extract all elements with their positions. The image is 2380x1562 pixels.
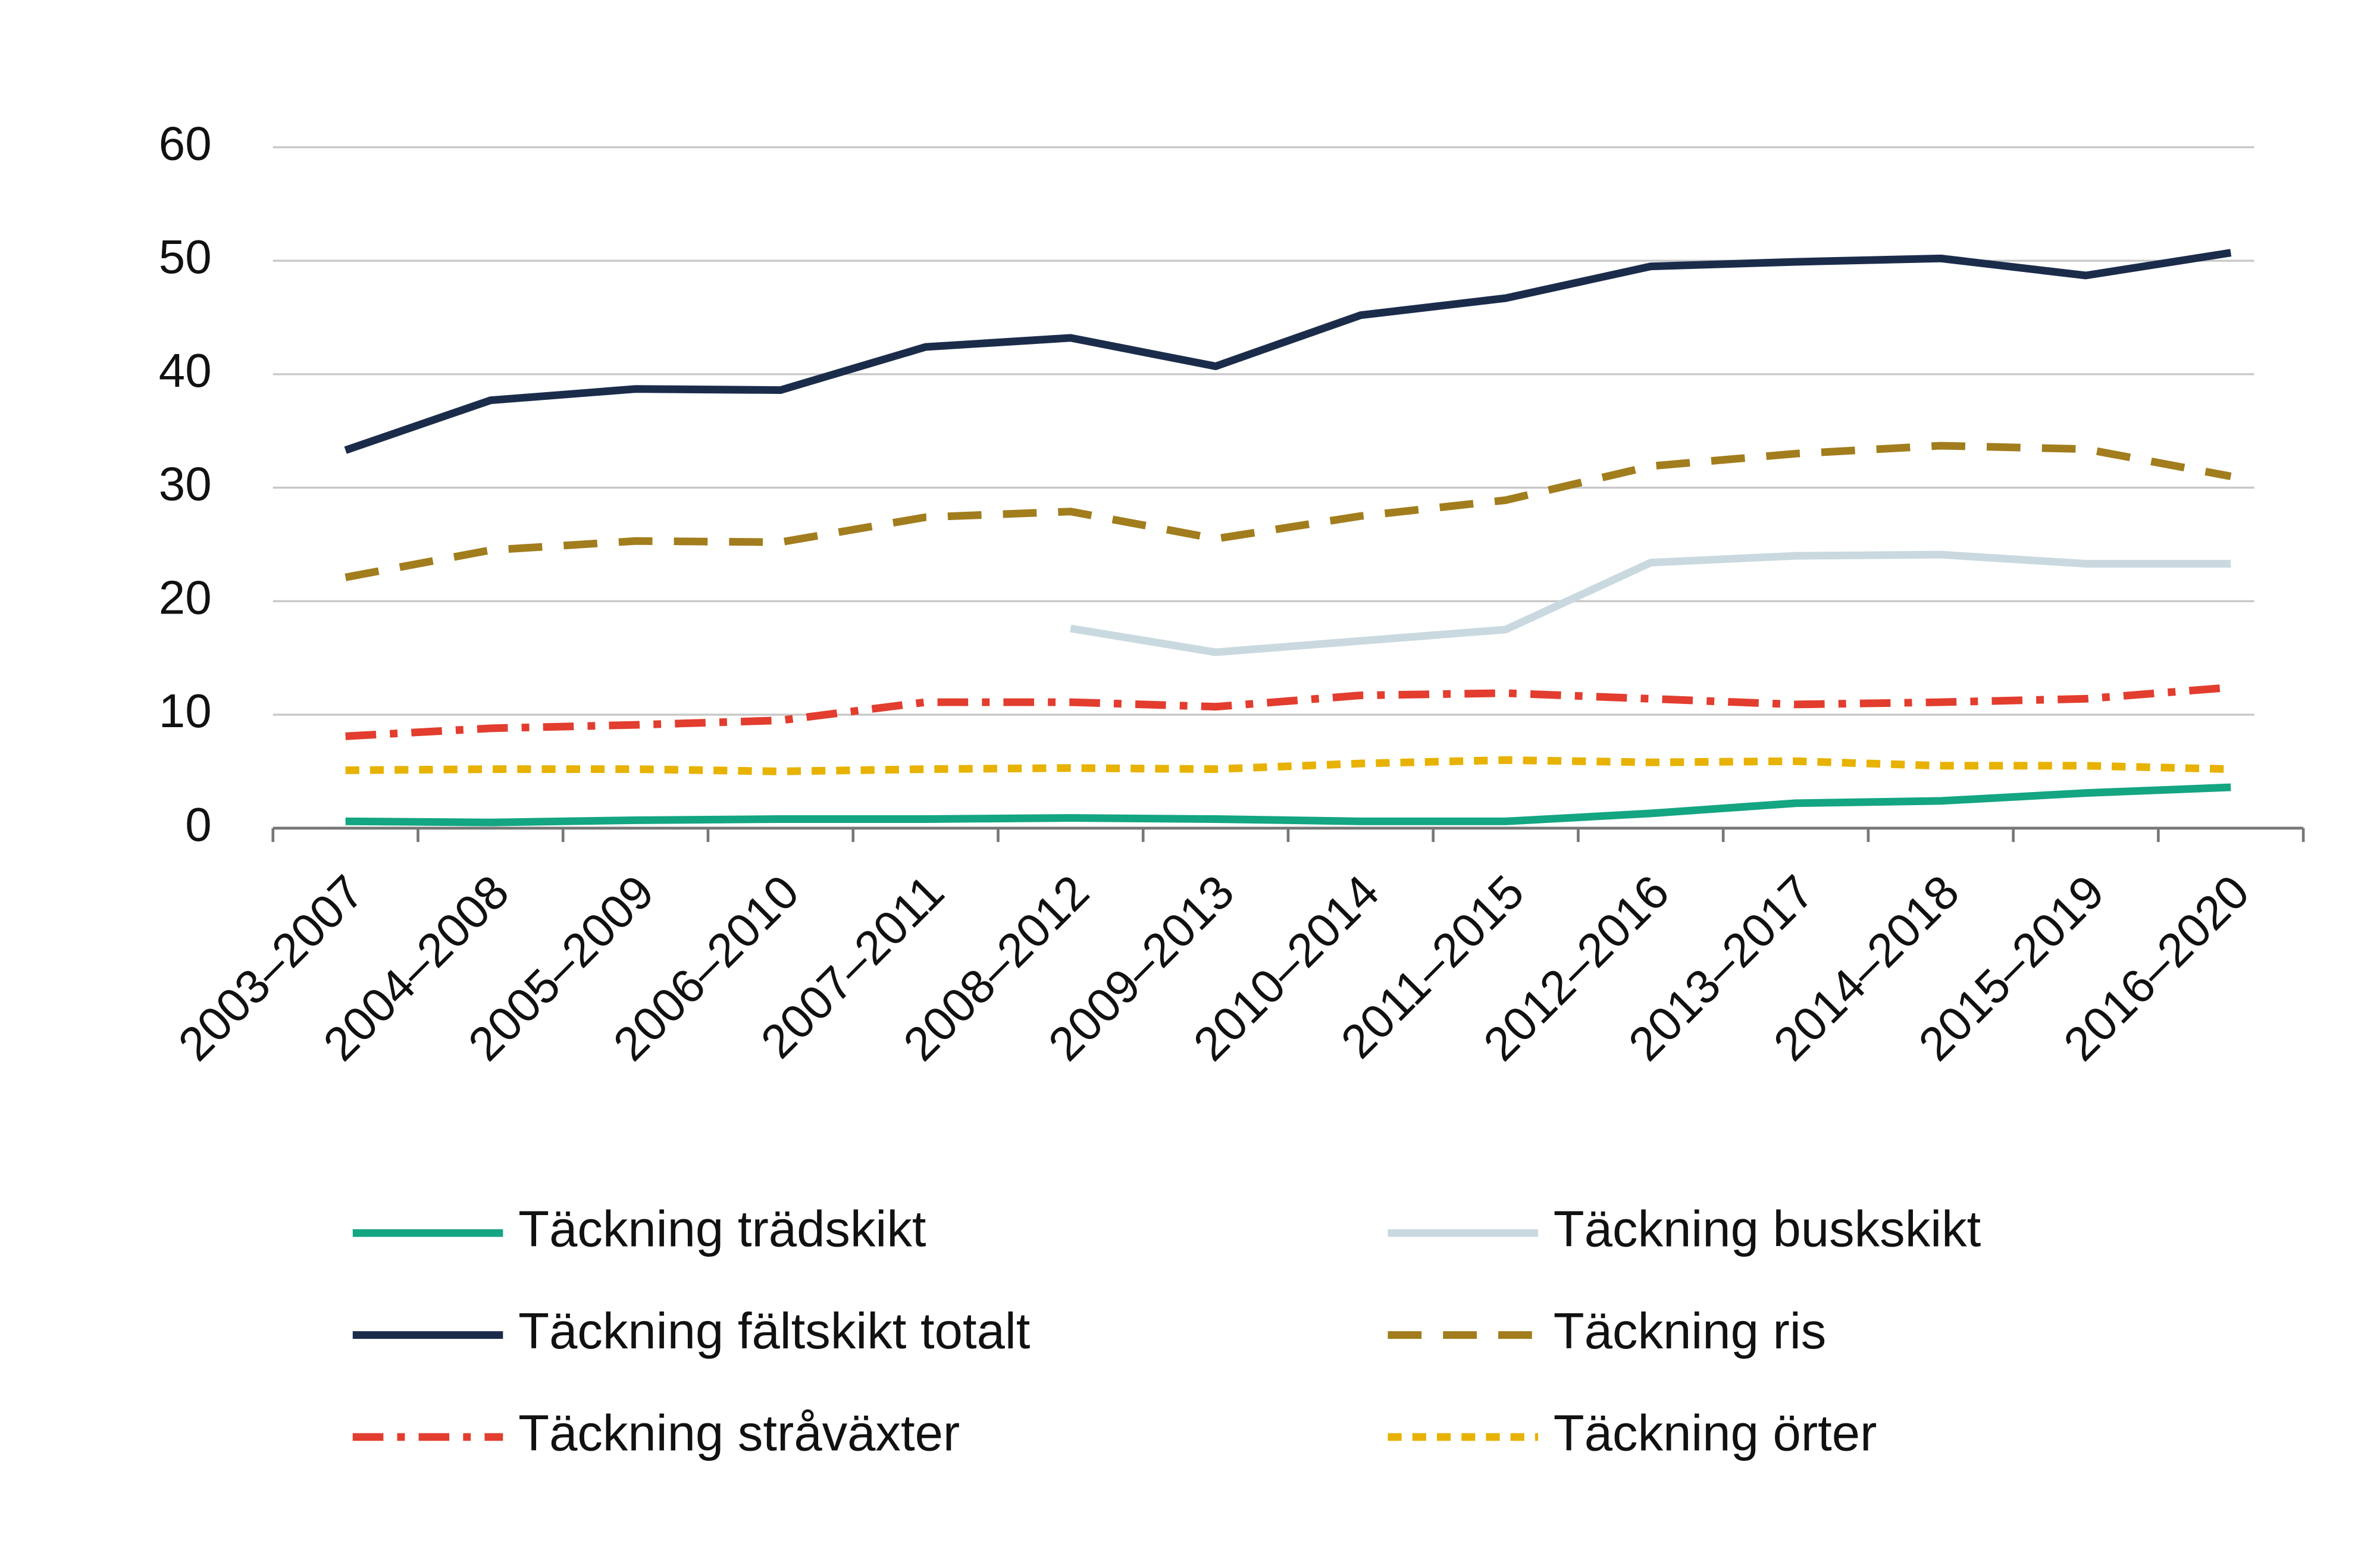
legend-label: Täckning stråväxter [518,1405,960,1461]
y-tick-label: 40 [159,344,212,397]
series-line [345,442,2232,581]
legend-label: Täckning ris [1554,1303,1826,1360]
series-line [345,756,2231,775]
series-line [1070,550,2231,656]
series-line [345,683,2231,740]
series-line [345,783,2231,827]
y-tick-label: 10 [159,684,212,737]
y-tick-label: 60 [159,117,212,170]
legend-label: Täckning örter [1554,1405,1877,1461]
legend-label: Täckning fältskikt totalt [518,1303,1030,1360]
y-tick-label: 0 [185,798,211,851]
series-line [344,249,2232,454]
y-tick-label: 20 [159,571,212,624]
legend-label: Täckning trädskikt [518,1201,926,1258]
y-tick-label: 30 [159,458,212,511]
legend-label: Täckning buskskikt [1554,1201,1981,1258]
y-tick-label: 50 [159,230,212,283]
